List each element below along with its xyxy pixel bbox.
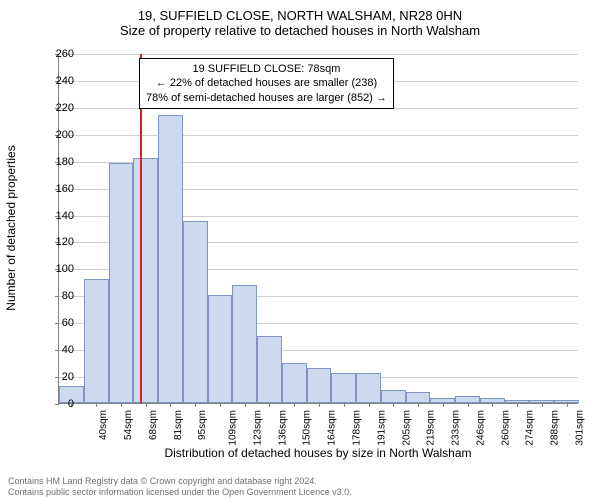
y-axis-label: Number of detached properties — [4, 145, 18, 310]
xtick-mark — [220, 403, 221, 407]
histogram-bar — [183, 221, 208, 403]
xtick-mark — [418, 403, 419, 407]
annotation-line2: ← 22% of detached houses are smaller (23… — [146, 76, 387, 90]
chart-title-line1: 19, SUFFIELD CLOSE, NORTH WALSHAM, NR28 … — [0, 8, 600, 23]
xtick-mark — [170, 403, 171, 407]
xtick-label: 164sqm — [327, 410, 338, 446]
histogram-bar — [84, 279, 109, 403]
xtick-mark — [567, 403, 568, 407]
xtick-mark — [269, 403, 270, 407]
histogram-bar — [282, 363, 307, 403]
ytick-label: 120 — [44, 236, 74, 248]
xtick-mark — [121, 403, 122, 407]
xtick-label: 68sqm — [148, 410, 159, 440]
ytick-label: 40 — [44, 344, 74, 356]
ytick-label: 260 — [44, 48, 74, 60]
xtick-label: 301sqm — [574, 410, 585, 446]
xtick-mark — [369, 403, 370, 407]
xtick-mark — [517, 403, 518, 407]
annotation-box: 19 SUFFIELD CLOSE: 78sqm← 22% of detache… — [139, 58, 394, 109]
histogram-bar — [257, 336, 282, 403]
chart-title-line2: Size of property relative to detached ho… — [0, 23, 600, 38]
footer-line2: Contains public sector information licen… — [8, 487, 352, 498]
xtick-label: 54sqm — [123, 410, 134, 440]
xtick-label: 246sqm — [475, 410, 486, 446]
xtick-label: 40sqm — [98, 410, 109, 440]
xtick-mark — [96, 403, 97, 407]
footer-line1: Contains HM Land Registry data © Crown c… — [8, 476, 352, 487]
xtick-label: 233sqm — [451, 410, 462, 446]
plot-area: 40sqm54sqm68sqm81sqm95sqm109sqm123sqm136… — [58, 54, 578, 404]
xtick-label: 150sqm — [302, 410, 313, 446]
xtick-mark — [195, 403, 196, 407]
ytick-label: 160 — [44, 183, 74, 195]
gridline — [59, 54, 578, 55]
histogram-bar — [158, 115, 183, 403]
histogram-bar — [406, 392, 431, 403]
histogram-bar — [109, 163, 134, 403]
ytick-label: 100 — [44, 263, 74, 275]
histogram-bar — [208, 295, 233, 403]
footer-text: Contains HM Land Registry data © Crown c… — [8, 476, 352, 499]
xtick-mark — [245, 403, 246, 407]
histogram-bar — [381, 390, 406, 403]
ytick-label: 80 — [44, 290, 74, 302]
xtick-mark — [294, 403, 295, 407]
ytick-label: 180 — [44, 156, 74, 168]
histogram-bar — [307, 368, 332, 403]
xtick-mark — [146, 403, 147, 407]
histogram-bar — [356, 373, 381, 403]
xtick-label: 219sqm — [426, 410, 437, 446]
annotation-line3: 78% of semi-detached houses are larger (… — [146, 91, 387, 105]
xtick-label: 81sqm — [173, 410, 184, 440]
xtick-mark — [492, 403, 493, 407]
ytick-label: 220 — [44, 102, 74, 114]
ytick-label: 20 — [44, 371, 74, 383]
xtick-mark — [393, 403, 394, 407]
xtick-label: 288sqm — [550, 410, 561, 446]
xtick-label: 95sqm — [197, 410, 208, 440]
chart-container: 19, SUFFIELD CLOSE, NORTH WALSHAM, NR28 … — [0, 8, 600, 468]
xtick-label: 136sqm — [277, 410, 288, 446]
x-axis-label: Distribution of detached houses by size … — [58, 446, 578, 460]
xtick-label: 260sqm — [500, 410, 511, 446]
xtick-mark — [344, 403, 345, 407]
ytick-label: 240 — [44, 75, 74, 87]
xtick-mark — [319, 403, 320, 407]
histogram-bar — [455, 396, 480, 403]
xtick-label: 205sqm — [401, 410, 412, 446]
xtick-label: 123sqm — [253, 410, 264, 446]
ytick-label: 200 — [44, 129, 74, 141]
xtick-label: 178sqm — [352, 410, 363, 446]
histogram-bar — [331, 373, 356, 403]
xtick-mark — [443, 403, 444, 407]
histogram-bar — [232, 285, 257, 403]
ytick-label: 140 — [44, 210, 74, 222]
ytick-label: 0 — [44, 398, 74, 410]
xtick-label: 109sqm — [228, 410, 239, 446]
ytick-label: 60 — [44, 317, 74, 329]
gridline — [59, 135, 578, 136]
annotation-line1: 19 SUFFIELD CLOSE: 78sqm — [146, 62, 387, 76]
xtick-label: 191sqm — [376, 410, 387, 446]
xtick-label: 274sqm — [525, 410, 536, 446]
xtick-mark — [542, 403, 543, 407]
histogram-bar — [133, 158, 158, 403]
xtick-mark — [468, 403, 469, 407]
